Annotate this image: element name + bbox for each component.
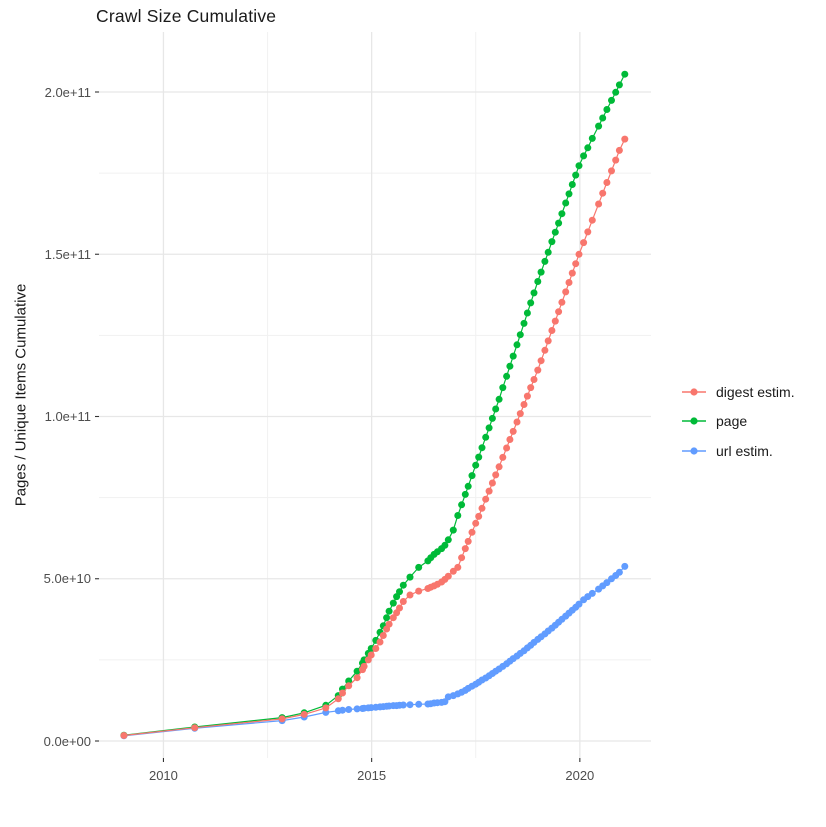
- legend: digest estim. page url estim.: [681, 377, 795, 466]
- legend-item-digest-estim: digest estim.: [681, 377, 795, 407]
- legend-item-page: page: [681, 407, 795, 437]
- chart-title: Crawl Size Cumulative: [96, 6, 277, 26]
- y-tick-label: 1.5e+11: [44, 246, 91, 262]
- legend-label-url-estim: url estim.: [716, 442, 773, 459]
- x-tick-label: 2015: [357, 768, 387, 783]
- y-tick-label: 0.0e+00: [43, 733, 91, 749]
- x-tick-label: 2010: [148, 768, 178, 783]
- y-tick-label: 5.0e+10: [43, 571, 91, 587]
- y-axis-title: Pages / Unique Items Cumulative: [12, 283, 30, 507]
- legend-key-url-icon: [682, 447, 706, 455]
- legend-label-digest-estim: digest estim.: [716, 383, 795, 400]
- y-tick-label: 1.0e+11: [44, 409, 91, 424]
- y-tick-label: 2.0e+11: [44, 84, 91, 100]
- legend-key-page-icon: [682, 417, 706, 425]
- x-tick-label: 2020: [565, 768, 595, 783]
- legend-label-page: page: [716, 413, 748, 430]
- legend-item-url-estim: url estim.: [681, 436, 795, 466]
- legend-key-digest-icon: [682, 388, 706, 396]
